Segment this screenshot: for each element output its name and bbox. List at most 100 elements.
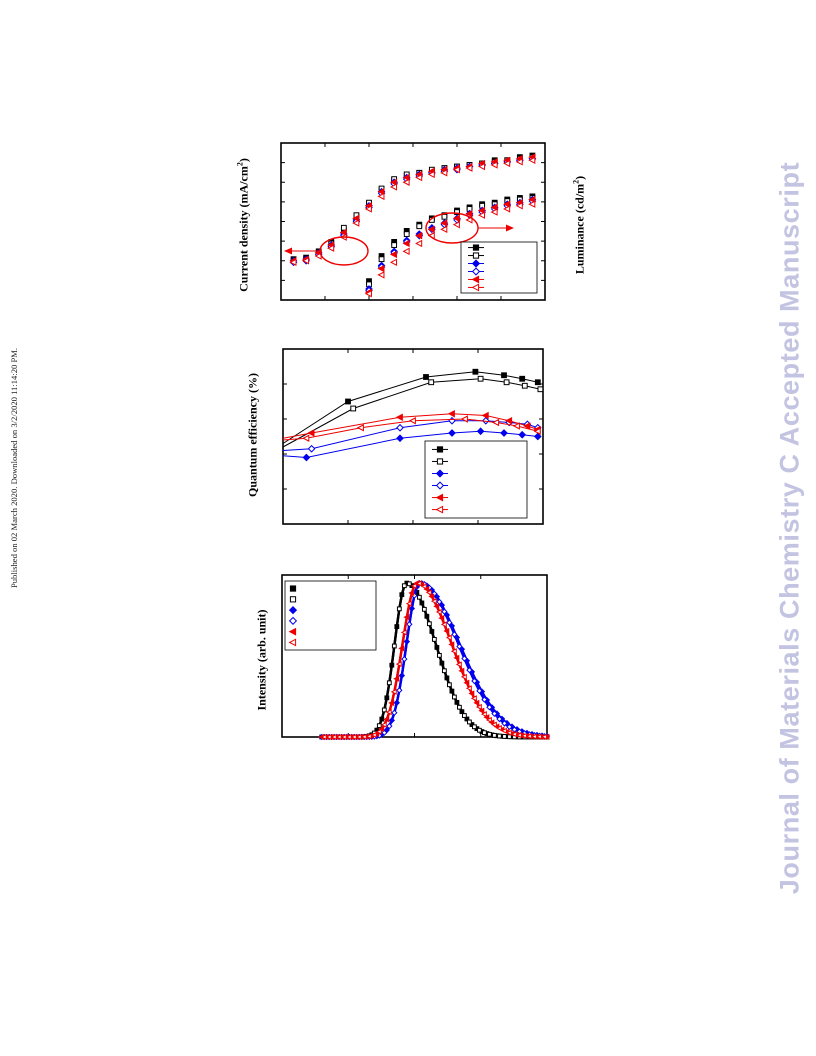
qe-point [477, 375, 484, 382]
qe-point [472, 368, 479, 375]
el-point [441, 668, 447, 674]
el-point [491, 710, 498, 717]
jvl-current-point [402, 173, 410, 182]
jvl-legend-marker [472, 252, 480, 259]
jvl-plot [280, 142, 546, 301]
qe-point [518, 430, 527, 439]
qe-point [447, 410, 455, 418]
jvl-luminance-point [416, 223, 423, 230]
qe-point [504, 417, 513, 425]
qe-point [460, 415, 468, 423]
el-point [431, 637, 437, 642]
el-point [540, 733, 547, 740]
qe-point [302, 453, 311, 462]
el-point [515, 732, 522, 739]
jvl-current-point [301, 257, 310, 265]
el-point [456, 643, 463, 650]
el-point [375, 728, 382, 735]
qe-point [476, 427, 485, 436]
jvl-legend-marker [471, 267, 481, 276]
qe-point [481, 416, 490, 425]
jvl-luminance-point [389, 250, 398, 259]
el-legend [284, 580, 377, 651]
el-point [501, 720, 508, 727]
el-point [506, 723, 513, 731]
current-arrowhead [284, 247, 292, 255]
jvl-luminance-point [415, 239, 423, 248]
qe-point [307, 429, 315, 437]
el-point [451, 631, 458, 638]
el-point [466, 666, 473, 674]
qe-legend-marker [435, 505, 444, 514]
qe-point [503, 379, 510, 386]
el-point [460, 673, 467, 681]
qe-point [500, 429, 508, 437]
jvl-legend-marker [472, 244, 480, 251]
el-point [450, 648, 457, 655]
qe-point [396, 423, 404, 432]
el-point [467, 719, 472, 725]
el-point [396, 687, 403, 694]
el-point [481, 696, 488, 703]
el-point [492, 732, 497, 738]
el-point [505, 729, 512, 736]
quantum-efficiency-plot [282, 348, 544, 525]
el-legend-marker [288, 606, 298, 615]
jvl-current-point [440, 169, 448, 177]
jvl-luminance-point [377, 264, 385, 273]
qe-point [302, 434, 310, 442]
qe-point [307, 444, 316, 453]
jvl-current-point [289, 258, 297, 267]
el-point [446, 682, 452, 688]
qe-point [537, 386, 544, 393]
jvl-luminance-point [490, 208, 498, 216]
qe-point [491, 418, 500, 427]
jvl-current-point [340, 224, 347, 231]
el-point [360, 733, 367, 740]
jvl-current-point [452, 165, 460, 174]
jvl-luminance-point [490, 203, 498, 212]
jvl-current-point [389, 178, 398, 186]
el-point [365, 733, 372, 740]
el-point [487, 731, 492, 737]
jvl-luminance-point [465, 209, 473, 218]
el-point [477, 727, 482, 733]
el-point [470, 695, 477, 702]
jvl-current-point [389, 183, 398, 191]
el-point [406, 621, 413, 628]
qe-point [501, 372, 507, 379]
qe-point [428, 379, 435, 386]
jvl-legend-marker [471, 259, 481, 268]
qe-point [345, 398, 351, 405]
jvl-current-point [465, 164, 473, 172]
el-point [391, 709, 398, 716]
jvl-current-point [415, 173, 423, 182]
el-point [482, 730, 487, 736]
el-point [386, 680, 392, 686]
el-point [480, 711, 487, 718]
el-point [445, 634, 452, 641]
el-point [386, 722, 393, 730]
el-point [410, 582, 417, 590]
jvl-luminance-point [528, 195, 536, 204]
el-point [497, 733, 502, 739]
el-legend-marker [288, 616, 298, 625]
el-point [425, 589, 432, 596]
el-point [400, 629, 407, 636]
el-point [431, 590, 438, 597]
el-point [461, 655, 468, 662]
el-point [451, 694, 457, 700]
qe-point [396, 434, 404, 443]
jvl-current-point [528, 156, 536, 164]
el-point [401, 655, 408, 663]
jvl-current-point [352, 214, 360, 223]
jvl-current-point [327, 244, 335, 252]
el-point [381, 729, 388, 736]
el-point [370, 731, 377, 739]
el-point [426, 621, 432, 627]
jvl-legend-marker [471, 275, 480, 284]
jvl-current-point [427, 170, 435, 179]
jvl-current-point [490, 161, 498, 169]
qe-point [395, 413, 403, 421]
